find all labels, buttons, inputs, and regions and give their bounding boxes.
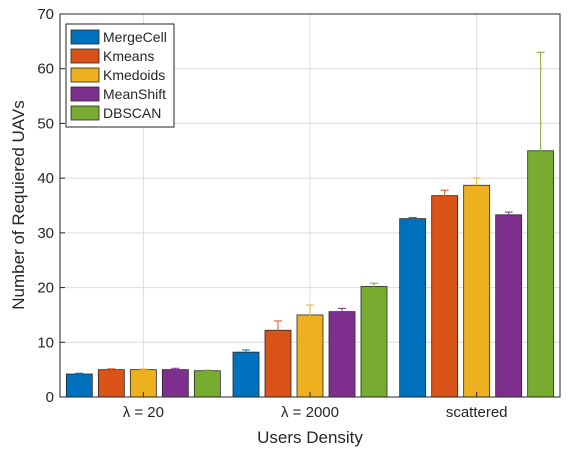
y-tick-label: 60 bbox=[37, 61, 54, 78]
error-bar-mergecell bbox=[408, 217, 417, 221]
y-tick-label: 0 bbox=[46, 389, 54, 406]
error-bar-dbscan bbox=[536, 51, 545, 250]
x-ticks: λ = 20 λ = 2000 scattered bbox=[123, 392, 508, 421]
error-bar-mergecell bbox=[75, 372, 84, 376]
bar-dbscan bbox=[193, 370, 221, 398]
x-tick-label: λ = 2000 bbox=[281, 404, 339, 421]
y-tick-label: 70 bbox=[37, 6, 54, 23]
bar-mergecell bbox=[232, 351, 260, 398]
grid bbox=[60, 14, 560, 397]
error-bar-dbscan bbox=[203, 369, 212, 372]
legend-swatch bbox=[70, 105, 100, 121]
bar-kmedoids bbox=[463, 184, 491, 398]
x-tick-label: scattered bbox=[446, 404, 508, 421]
error-bar-kmeans bbox=[107, 368, 116, 371]
error-bar-kmedoids bbox=[139, 368, 148, 371]
bar-kmeans bbox=[431, 195, 459, 398]
bar-dbscan bbox=[360, 286, 388, 398]
error-bar-kmedoids bbox=[472, 177, 481, 193]
legend: MergeCell Kmeans Kmedoids MeanShift DBSCAN bbox=[65, 23, 175, 128]
legend-label: DBSCAN bbox=[103, 105, 161, 121]
legend-swatch bbox=[70, 29, 100, 45]
bar-kmedoids bbox=[296, 314, 324, 398]
x-tick-label: λ = 20 bbox=[123, 404, 164, 421]
legend-label: MergeCell bbox=[103, 29, 167, 45]
bar-mergecell bbox=[399, 218, 427, 398]
bar-mergecell bbox=[65, 373, 93, 398]
y-tick-label: 40 bbox=[37, 170, 54, 187]
error-bar-meanshift bbox=[504, 211, 513, 219]
error-bar-mergecell bbox=[242, 349, 250, 355]
error-bar-meanshift bbox=[338, 307, 346, 316]
legend-label: MeanShift bbox=[103, 86, 166, 102]
error-bar-meanshift bbox=[171, 367, 180, 372]
error-bars bbox=[75, 51, 545, 376]
legend-label: Kmeans bbox=[103, 48, 154, 64]
bar-meanshift bbox=[328, 311, 356, 398]
error-bar-kmedoids bbox=[306, 304, 314, 326]
bar-kmeans bbox=[97, 369, 125, 398]
x-axis-title: Users Density bbox=[257, 428, 363, 447]
legend-swatch bbox=[70, 86, 100, 102]
y-tick-label: 10 bbox=[37, 334, 54, 351]
y-axis-title: Number of Requiered UAVs bbox=[9, 100, 28, 309]
error-bar-dbscan bbox=[370, 282, 378, 291]
bar-meanshift bbox=[161, 369, 189, 398]
y-ticks: 0 10 20 30 40 50 60 70 bbox=[37, 6, 65, 406]
y-tick-label: 30 bbox=[37, 225, 54, 242]
legend-label: Kmedoids bbox=[103, 67, 165, 83]
error-bar-kmeans bbox=[274, 320, 282, 341]
y-tick-label: 50 bbox=[37, 115, 54, 132]
y-tick-label: 20 bbox=[37, 280, 54, 297]
legend-swatch bbox=[70, 48, 100, 64]
bar-meanshift bbox=[495, 214, 523, 398]
legend-swatch bbox=[70, 67, 100, 83]
bar-kmeans bbox=[264, 329, 292, 398]
error-bar-kmeans bbox=[440, 189, 449, 202]
